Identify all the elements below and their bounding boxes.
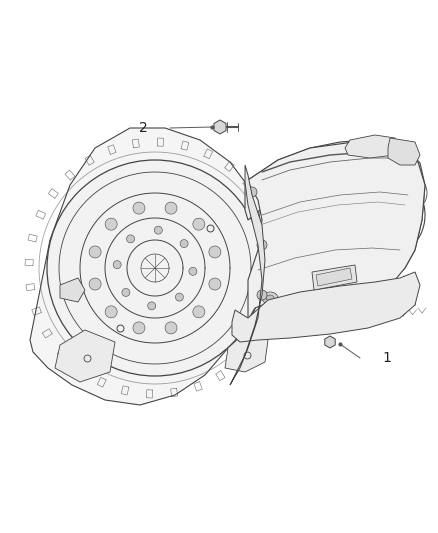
Text: 2: 2 — [138, 121, 147, 135]
Ellipse shape — [260, 314, 276, 326]
Polygon shape — [355, 150, 425, 282]
Ellipse shape — [257, 290, 267, 300]
Ellipse shape — [247, 337, 257, 347]
Ellipse shape — [257, 240, 267, 250]
Ellipse shape — [209, 278, 221, 290]
Ellipse shape — [193, 306, 205, 318]
Ellipse shape — [127, 235, 134, 243]
Ellipse shape — [264, 317, 272, 323]
Polygon shape — [388, 138, 420, 165]
Polygon shape — [325, 336, 335, 348]
Ellipse shape — [154, 226, 162, 234]
Ellipse shape — [247, 187, 257, 197]
Polygon shape — [312, 265, 357, 290]
Ellipse shape — [133, 202, 145, 214]
Polygon shape — [245, 140, 425, 320]
Ellipse shape — [189, 268, 197, 276]
Ellipse shape — [133, 322, 145, 334]
Ellipse shape — [209, 246, 221, 258]
Polygon shape — [316, 268, 352, 286]
Text: 1: 1 — [382, 351, 392, 365]
Ellipse shape — [47, 160, 263, 376]
Polygon shape — [30, 128, 262, 405]
Polygon shape — [55, 330, 115, 382]
Ellipse shape — [122, 288, 130, 296]
Ellipse shape — [113, 261, 121, 269]
Polygon shape — [214, 120, 226, 134]
Ellipse shape — [271, 307, 279, 313]
Ellipse shape — [262, 292, 278, 304]
Polygon shape — [232, 272, 420, 342]
Ellipse shape — [89, 246, 101, 258]
Ellipse shape — [89, 278, 101, 290]
Ellipse shape — [267, 304, 283, 316]
Polygon shape — [345, 135, 400, 158]
Ellipse shape — [165, 202, 177, 214]
Ellipse shape — [266, 295, 274, 301]
Ellipse shape — [148, 302, 155, 310]
Ellipse shape — [105, 306, 117, 318]
Ellipse shape — [176, 293, 184, 301]
Ellipse shape — [193, 218, 205, 230]
Ellipse shape — [180, 239, 188, 247]
Ellipse shape — [105, 218, 117, 230]
Polygon shape — [230, 165, 265, 385]
Polygon shape — [245, 140, 418, 220]
Ellipse shape — [165, 322, 177, 334]
Polygon shape — [60, 278, 85, 302]
Polygon shape — [225, 330, 268, 372]
